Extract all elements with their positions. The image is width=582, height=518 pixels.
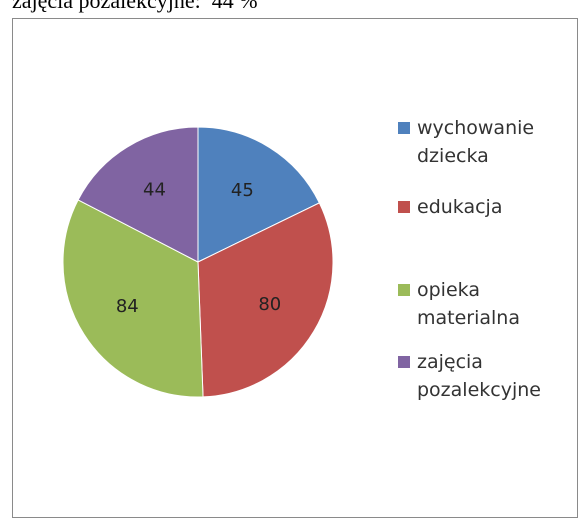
legend-item: edukacja — [398, 193, 548, 221]
legend-item: opieka materialna — [398, 276, 548, 332]
legend-label: edukacja — [417, 196, 503, 218]
data-label: 80 — [258, 294, 281, 315]
legend-swatch — [398, 284, 410, 296]
pie-slice — [62, 199, 204, 398]
header-text: zajęcia pozalekcyjne: 44 % — [12, 0, 258, 13]
data-label: 84 — [116, 296, 139, 317]
legend-swatch — [398, 356, 410, 368]
pie-slice — [197, 202, 334, 398]
data-label: 44 — [143, 179, 166, 200]
pie-slice — [77, 126, 199, 263]
legend-swatch — [398, 122, 410, 134]
legend-item: zajęcia pozalekcyjne — [398, 348, 548, 404]
legend-item: wychowanie dziecka — [398, 114, 548, 170]
chart: 45 80 84 44 — [62, 126, 334, 398]
data-label: 45 — [231, 180, 254, 201]
legend-label: zajęcia pozalekcyjne — [417, 351, 541, 401]
legend-swatch — [398, 201, 410, 213]
legend-label: opieka materialna — [417, 279, 520, 329]
legend-label: wychowanie dziecka — [417, 117, 535, 167]
pie-slice — [197, 126, 321, 263]
